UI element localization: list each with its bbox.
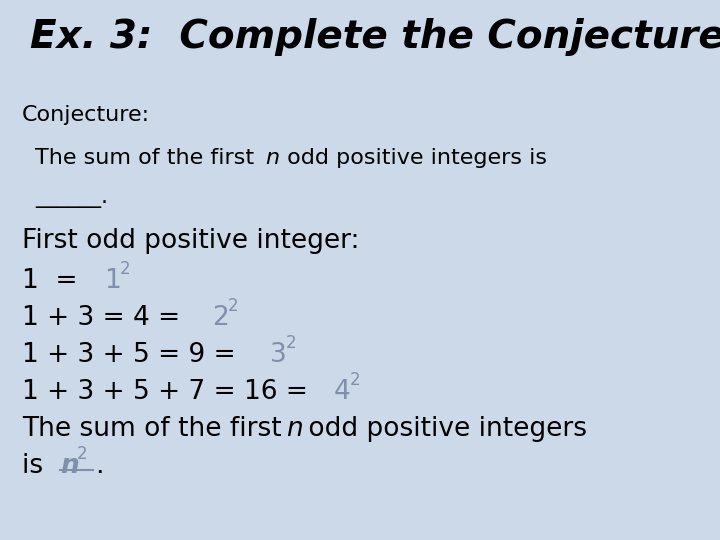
Text: 4: 4 [334, 379, 351, 405]
Text: First odd positive integer:: First odd positive integer: [22, 228, 359, 254]
Text: odd positive integers is: odd positive integers is [280, 148, 547, 168]
Text: 2: 2 [350, 371, 361, 389]
Text: 2: 2 [286, 334, 297, 352]
Text: 2: 2 [212, 305, 229, 331]
Text: 1 + 3 + 5 = 9 =: 1 + 3 + 5 = 9 = [22, 342, 244, 368]
Text: n: n [286, 416, 302, 442]
Text: 1: 1 [104, 268, 121, 294]
Text: 1 + 3 = 4 =: 1 + 3 = 4 = [22, 305, 189, 331]
Text: n: n [265, 148, 279, 168]
Text: 3: 3 [270, 342, 287, 368]
Text: odd positive integers: odd positive integers [300, 416, 587, 442]
Text: 2: 2 [120, 260, 130, 278]
Text: .: . [95, 453, 104, 479]
Text: is: is [22, 453, 52, 479]
Text: ______.: ______. [35, 188, 108, 208]
Text: 2: 2 [228, 297, 238, 315]
Text: Ex. 3:  Complete the Conjecture: Ex. 3: Complete the Conjecture [30, 18, 720, 56]
Text: n: n [60, 453, 78, 479]
Text: The sum of the first: The sum of the first [35, 148, 261, 168]
Text: 1  =: 1 = [22, 268, 94, 294]
Text: Conjecture:: Conjecture: [22, 105, 150, 125]
Text: The sum of the first: The sum of the first [22, 416, 290, 442]
Text: 1 + 3 + 5 + 7 = 16 =: 1 + 3 + 5 + 7 = 16 = [22, 379, 316, 405]
Text: 2: 2 [77, 445, 88, 463]
